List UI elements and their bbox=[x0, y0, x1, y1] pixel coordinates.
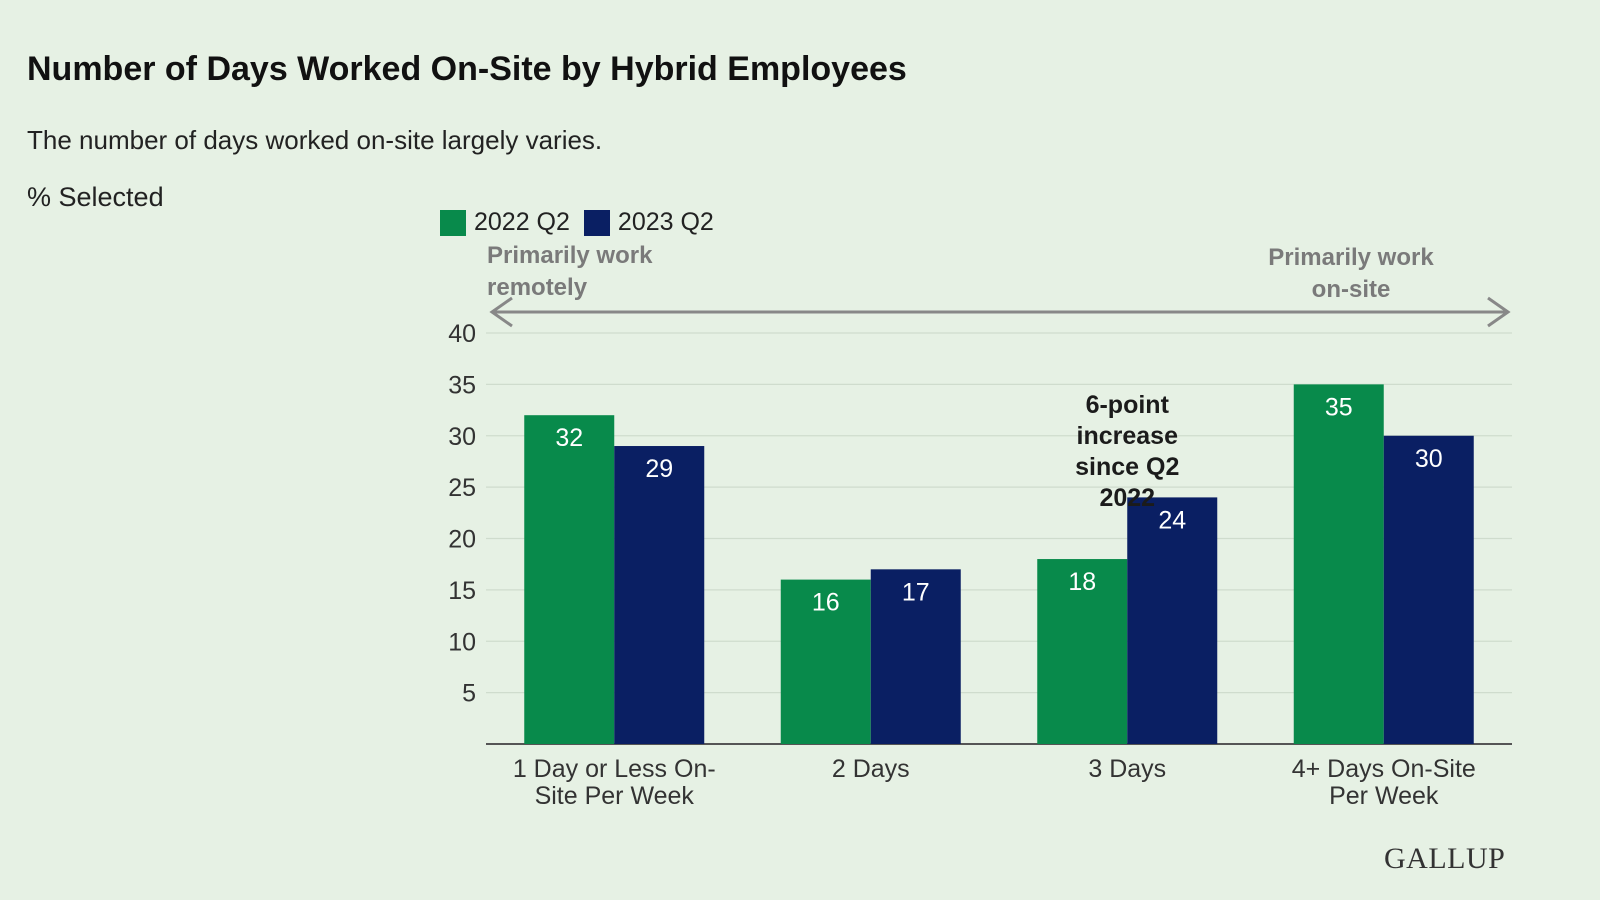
bar-0-2 bbox=[1037, 559, 1128, 744]
legend-item-2022: 2022 Q2 bbox=[440, 208, 570, 237]
bar-value-label-1-1: 17 bbox=[902, 578, 930, 606]
annotation-increase-line: increase bbox=[1077, 422, 1179, 450]
x-tick-label-line: 1 Day or Less On- bbox=[513, 755, 716, 783]
bar-1-2 bbox=[1127, 497, 1218, 744]
x-tick-label-3: 4+ Days On-Site Per Week bbox=[1292, 755, 1476, 810]
legend-label-2022: 2022 Q2 bbox=[474, 208, 570, 236]
bar-value-label-0-0: 32 bbox=[555, 424, 583, 452]
bar-value-label-0-1: 16 bbox=[812, 589, 840, 617]
scale-arrow-right-head bbox=[1487, 296, 1511, 328]
scale-label-remote-line: remotely bbox=[487, 274, 588, 301]
legend-swatch-2022 bbox=[440, 209, 466, 236]
bar-1-1 bbox=[870, 569, 961, 744]
scale-label-remote-line: Primarily work bbox=[487, 242, 653, 269]
scale-label-onsite-line: on-site bbox=[1312, 276, 1391, 303]
y-tick-label-40: 40 bbox=[448, 320, 476, 348]
annotation-increase-line: since Q2 bbox=[1075, 453, 1179, 481]
bar-value-label-1-0: 29 bbox=[645, 455, 673, 483]
y-tick-label-5: 5 bbox=[462, 680, 476, 708]
bar-value-label-0-3: 35 bbox=[1325, 393, 1353, 421]
y-tick-label-20: 20 bbox=[448, 526, 476, 554]
bar-value-label-0-2: 18 bbox=[1068, 568, 1096, 596]
bar-0-3 bbox=[1293, 384, 1384, 744]
x-tick-label-2: 3 Days bbox=[1088, 755, 1166, 783]
annotation-increase-line: 6-point bbox=[1086, 391, 1170, 419]
y-tick-label-35: 35 bbox=[448, 371, 476, 399]
y-tick-label-15: 15 bbox=[448, 577, 476, 605]
x-tick-label-1: 2 Days bbox=[832, 755, 910, 783]
x-tick-label-0: 1 Day or Less On-Site Per Week bbox=[513, 755, 716, 810]
bar-value-label-1-3: 30 bbox=[1415, 445, 1443, 473]
bar-0-1 bbox=[780, 579, 871, 744]
scale-label-remote: Primarily work remotely bbox=[487, 242, 653, 301]
y-tick-label-30: 30 bbox=[448, 423, 476, 451]
scale-label-onsite: Primarily work on-site bbox=[1268, 244, 1434, 303]
chart-title: Number of Days Worked On-Site by Hybrid … bbox=[27, 50, 907, 88]
annotation-increase-line: 2022 bbox=[1099, 484, 1155, 512]
x-tick-label-line: 3 Days bbox=[1088, 755, 1166, 783]
y-tick-label-10: 10 bbox=[448, 628, 476, 656]
y-tick-label-25: 25 bbox=[448, 474, 476, 502]
gallup-logo: GALLUP bbox=[1384, 842, 1506, 875]
bar-0-0 bbox=[524, 415, 615, 744]
x-tick-label-line: Site Per Week bbox=[535, 782, 695, 810]
legend-label-2023: 2023 Q2 bbox=[617, 208, 714, 236]
legend: 2022 Q2 2023 Q2 bbox=[440, 208, 714, 237]
x-tick-label-line: 4+ Days On-Site bbox=[1292, 755, 1476, 783]
unit-label: % Selected bbox=[27, 182, 164, 212]
bar-value-label-1-2: 24 bbox=[1158, 506, 1186, 534]
bar-1-3 bbox=[1383, 435, 1474, 744]
x-tick-label-line: Per Week bbox=[1329, 782, 1439, 810]
legend-item-2023: 2023 Q2 bbox=[583, 208, 714, 237]
annotation-increase: 6-point increase since Q2 2022 bbox=[1075, 391, 1179, 512]
x-tick-label-line: 2 Days bbox=[832, 755, 910, 783]
chart-subtitle: The number of days worked on-site largel… bbox=[27, 125, 603, 155]
legend-swatch-2023 bbox=[583, 209, 610, 236]
scale-label-onsite-line: Primarily work bbox=[1268, 244, 1434, 271]
bar-1-0 bbox=[614, 446, 705, 744]
scale-arrow-left-head bbox=[489, 296, 513, 328]
